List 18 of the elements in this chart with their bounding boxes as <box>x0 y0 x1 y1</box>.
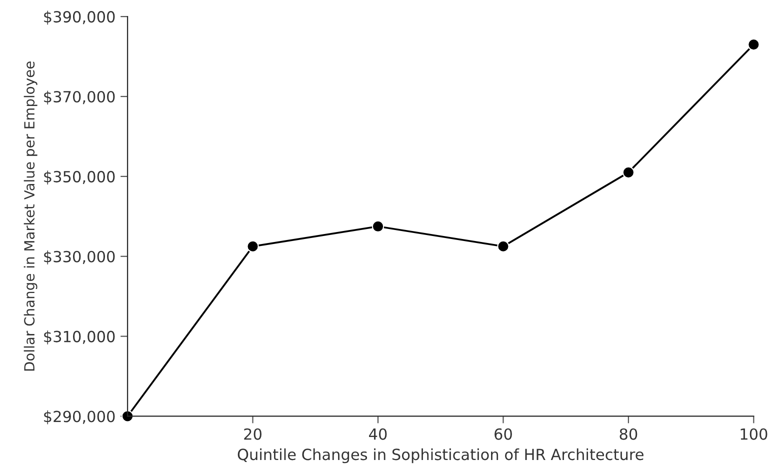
y-tick-label: $310,000 <box>44 330 115 344</box>
x-tick-label: 60 <box>494 428 512 440</box>
point <box>622 166 635 179</box>
x-tick-label: 80 <box>620 428 638 440</box>
y-tick-label: $330,000 <box>44 250 115 264</box>
x-axis-title: Quintile Changes in Sophistication of HR Architecture <box>238 448 644 464</box>
y-tick-label: $290,000 <box>44 410 115 424</box>
y-tick-label: $390,000 <box>44 10 115 25</box>
point <box>497 240 510 252</box>
x-tick-label: 100 <box>740 428 768 440</box>
y-tick-label: $370,000 <box>44 90 115 105</box>
y-tick-label: $350,000 <box>44 170 115 184</box>
y-axis-title: Dollar Change in Market Value per Employee <box>24 62 38 371</box>
x-tick-label: 40 <box>369 428 387 440</box>
point <box>748 38 760 51</box>
point <box>372 220 384 232</box>
point <box>246 240 259 252</box>
x-tick-label: 20 <box>244 428 262 440</box>
